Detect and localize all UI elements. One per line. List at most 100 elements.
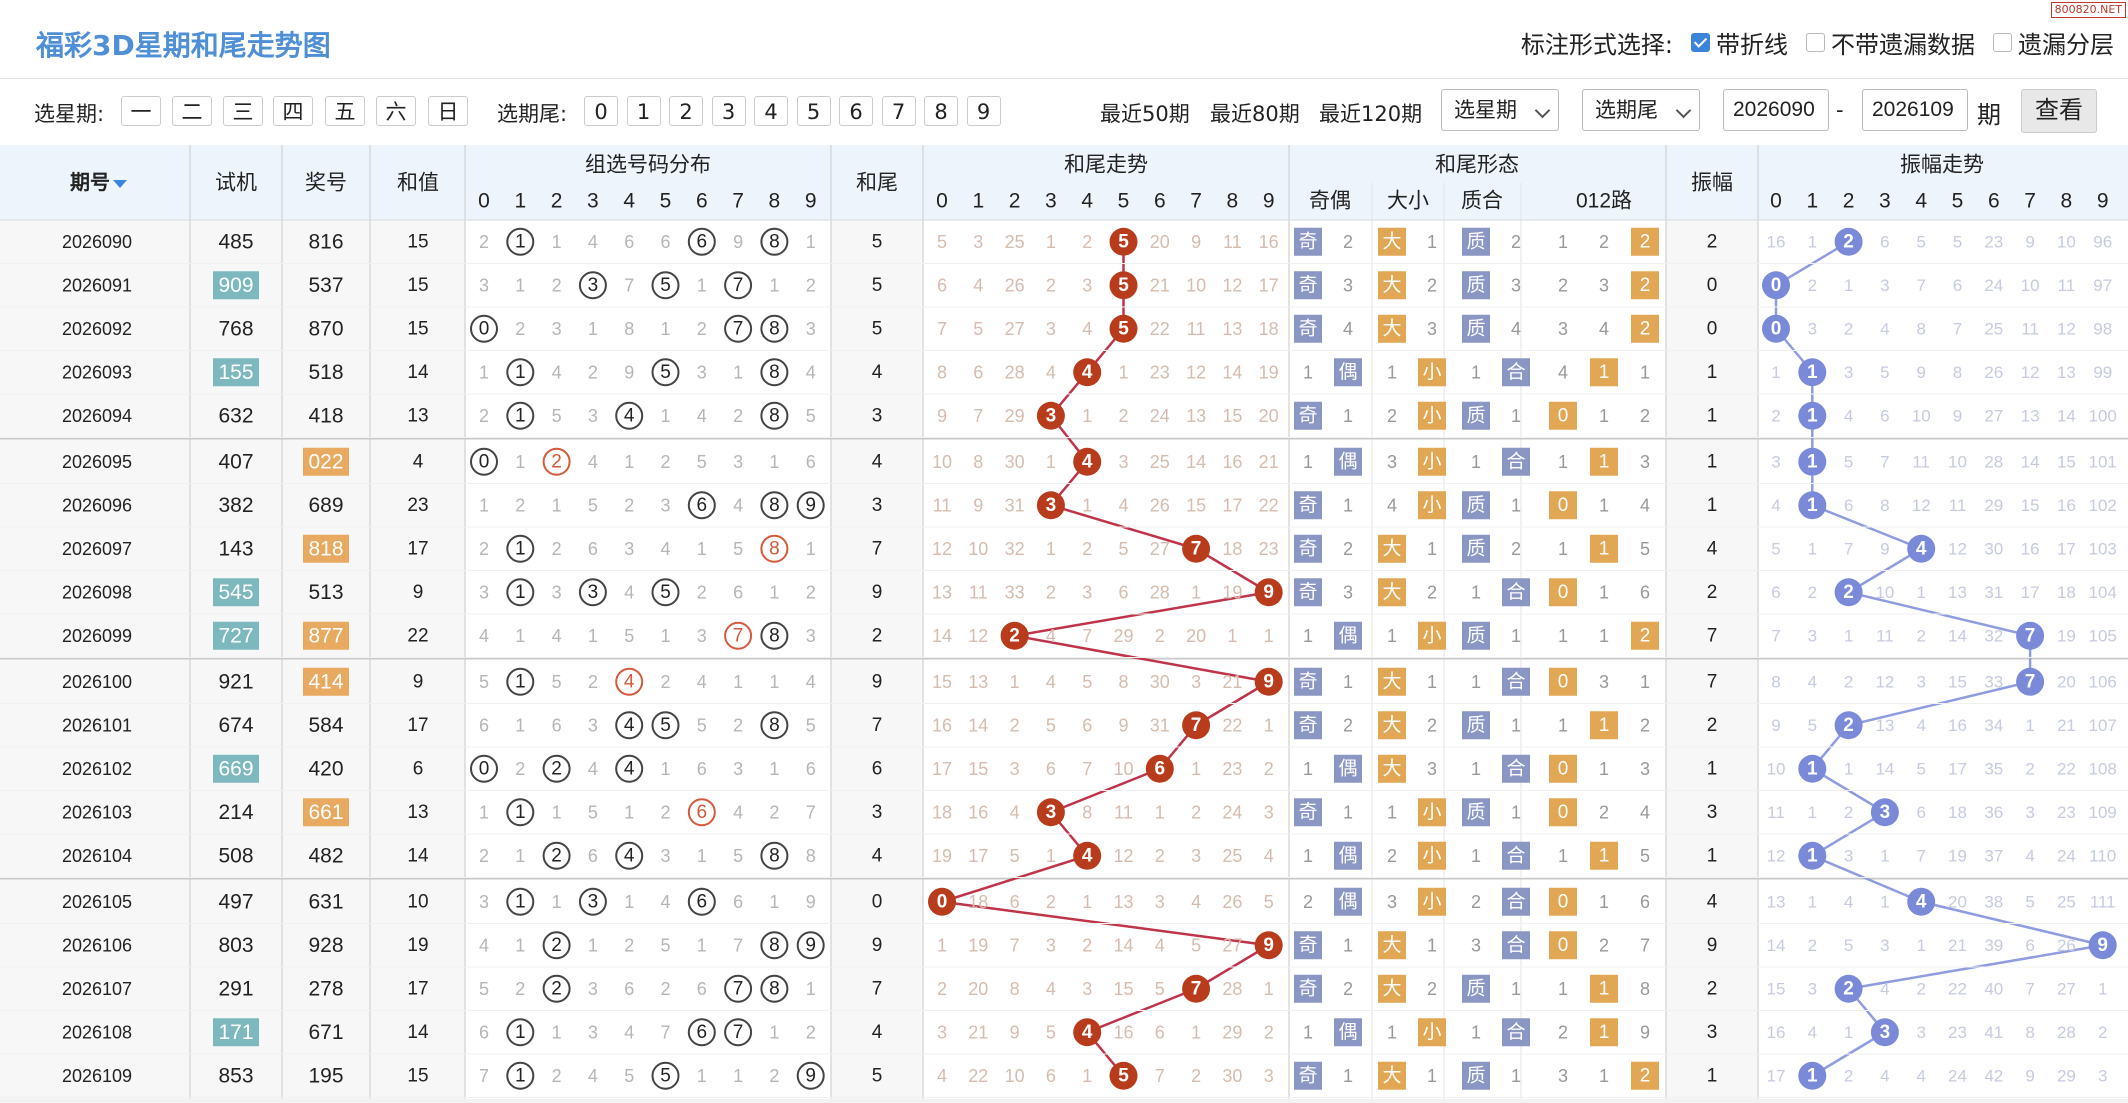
dist-miss: 1 bbox=[624, 892, 634, 912]
weekday-button-3[interactable]: 三 bbox=[223, 96, 263, 126]
trend-miss: 17 bbox=[1259, 275, 1279, 295]
test-highlight bbox=[213, 358, 259, 387]
big-small-label: 大 bbox=[1382, 230, 1401, 252]
amp-ball bbox=[2016, 621, 2045, 650]
dist-miss: 1 bbox=[769, 1022, 779, 1042]
weekday-button-6[interactable]: 六 bbox=[376, 96, 416, 126]
query-button[interactable]: 查看 bbox=[2021, 89, 2097, 133]
trend-miss: 28 bbox=[1150, 582, 1170, 602]
table-row: 2026100 921 414 9 5 1 5 2 4 2 4 1 1 4 9 15 13 1 4 5 8 30 3 21 9 奇… bbox=[0, 667, 2128, 704]
dist-ball-number: 1 bbox=[515, 405, 526, 426]
tail-button-6[interactable]: 6 bbox=[839, 96, 873, 126]
header-tail-trend: 和尾走势 bbox=[1064, 154, 1148, 177]
big-small-box bbox=[1378, 931, 1406, 960]
dist-miss: 6 bbox=[697, 979, 707, 999]
checkbox-icon[interactable] bbox=[1691, 33, 1710, 52]
tail-ball-number: 3 bbox=[1046, 405, 1057, 426]
trend-miss: 8 bbox=[1082, 802, 1092, 822]
tail-ball-number: 0 bbox=[937, 891, 948, 912]
tail-button-8[interactable]: 8 bbox=[924, 96, 958, 126]
prime-composite-miss: 2 bbox=[1511, 232, 1521, 252]
dist-miss: 5 bbox=[588, 495, 598, 515]
route-label: 2 bbox=[1640, 231, 1651, 252]
tail-button-2[interactable]: 2 bbox=[669, 96, 703, 126]
prime-composite-box bbox=[1462, 798, 1490, 827]
tail-button-5[interactable]: 5 bbox=[796, 96, 831, 126]
select-week-dropdown[interactable]: 选星期 bbox=[1441, 89, 1559, 131]
trend-miss: 22 bbox=[1222, 715, 1242, 735]
trend-miss: 2 bbox=[1264, 1022, 1274, 1042]
amp-ball bbox=[1834, 974, 1863, 1003]
test-cell: 921 bbox=[218, 670, 253, 693]
route-label: 1 bbox=[1599, 451, 1610, 472]
tail-button-9[interactable]: 9 bbox=[966, 96, 1001, 126]
amp-miss: 7 bbox=[1916, 276, 1925, 295]
weekday-button-1[interactable]: 一 bbox=[121, 96, 161, 126]
option-with-line[interactable]: 带折线 bbox=[1691, 25, 1788, 60]
trend-miss: 20 bbox=[1259, 406, 1279, 426]
dist-ball bbox=[506, 358, 535, 387]
tail-button-7[interactable]: 7 bbox=[881, 96, 916, 126]
amp-miss: 14 bbox=[1875, 759, 1894, 778]
page-title: 福彩3D星期和尾走势图 bbox=[36, 29, 331, 62]
odd-even-label: 奇 bbox=[1298, 670, 1317, 692]
header-dist-digit: 6 bbox=[696, 190, 708, 213]
amp-miss: 11 bbox=[2021, 319, 2039, 338]
amp-ball bbox=[1834, 578, 1863, 607]
amp-ball bbox=[1798, 447, 1827, 476]
checkbox-icon[interactable] bbox=[1806, 33, 1825, 52]
select-tail-dropdown[interactable]: 选期尾 bbox=[1582, 89, 1700, 131]
sort-down-icon[interactable] bbox=[113, 180, 127, 188]
tail-button-3[interactable]: 3 bbox=[711, 96, 746, 126]
option-no-miss-data[interactable]: 不带遗漏数据 bbox=[1806, 25, 1975, 60]
dist-ball-number: 3 bbox=[588, 582, 599, 603]
prime-composite-miss: 1 bbox=[1471, 582, 1481, 602]
weekday-button-5[interactable]: 五 bbox=[325, 96, 365, 126]
recent-80-link[interactable]: 最近80期 bbox=[1210, 102, 1300, 126]
recent-50-link[interactable]: 最近50期 bbox=[1100, 102, 1190, 126]
route-box bbox=[1590, 534, 1618, 563]
route-box bbox=[1549, 798, 1577, 827]
issue-cell: 2026106 bbox=[62, 935, 132, 955]
tail-cell: 5 bbox=[872, 1065, 883, 1086]
amp-miss: 102 bbox=[2089, 496, 2117, 515]
prime-composite-label: 质 bbox=[1466, 1064, 1485, 1086]
trend-miss: 1 bbox=[1118, 362, 1128, 382]
amp-miss: 4 bbox=[1844, 406, 1853, 425]
amp-miss: 25 bbox=[2057, 892, 2076, 911]
odd-even-miss: 1 bbox=[1343, 1066, 1353, 1086]
sum-cell: 15 bbox=[407, 1065, 428, 1086]
dist-miss: 9 bbox=[806, 892, 816, 912]
tail-ball bbox=[1182, 711, 1211, 740]
tail-ball bbox=[1109, 314, 1138, 343]
dist-miss: 1 bbox=[588, 935, 598, 955]
amp-miss: 107 bbox=[2089, 716, 2117, 735]
prize-cell: 689 bbox=[308, 494, 343, 517]
tail-button-0[interactable]: 0 bbox=[584, 96, 618, 126]
dist-miss: 1 bbox=[552, 232, 562, 252]
dist-miss: 4 bbox=[552, 626, 562, 646]
weekday-button-4[interactable]: 四 bbox=[273, 96, 313, 126]
option-label: 遗漏分层 bbox=[2018, 31, 2114, 59]
issue-cell: 2026093 bbox=[62, 362, 132, 382]
option-miss-layer[interactable]: 遗漏分层 bbox=[1993, 25, 2114, 60]
to-issue-input[interactable]: 2026109 bbox=[1862, 89, 1968, 131]
route-box bbox=[1549, 887, 1577, 916]
weekday-button-2[interactable]: 二 bbox=[172, 96, 212, 126]
tail-button-4[interactable]: 4 bbox=[754, 96, 788, 126]
tail-ball bbox=[1036, 491, 1065, 520]
from-issue-input[interactable]: 2026090 bbox=[1723, 89, 1829, 131]
odd-even-box bbox=[1294, 974, 1322, 1003]
dist-ball bbox=[506, 227, 535, 256]
tail-button-1[interactable]: 1 bbox=[626, 96, 661, 126]
prime-composite-label: 质 bbox=[1466, 230, 1485, 252]
dist-miss: 4 bbox=[660, 892, 670, 912]
header-trend-digit: 0 bbox=[936, 190, 948, 213]
amp-miss: 3 bbox=[2025, 803, 2034, 822]
odd-even-miss: 1 bbox=[1343, 495, 1353, 515]
recent-120-link[interactable]: 最近120期 bbox=[1319, 102, 1423, 126]
checkbox-icon[interactable] bbox=[1993, 33, 2012, 52]
test-cell: 669 bbox=[218, 757, 253, 780]
trend-miss: 3 bbox=[1046, 935, 1056, 955]
weekday-button-7[interactable]: 日 bbox=[428, 96, 468, 126]
